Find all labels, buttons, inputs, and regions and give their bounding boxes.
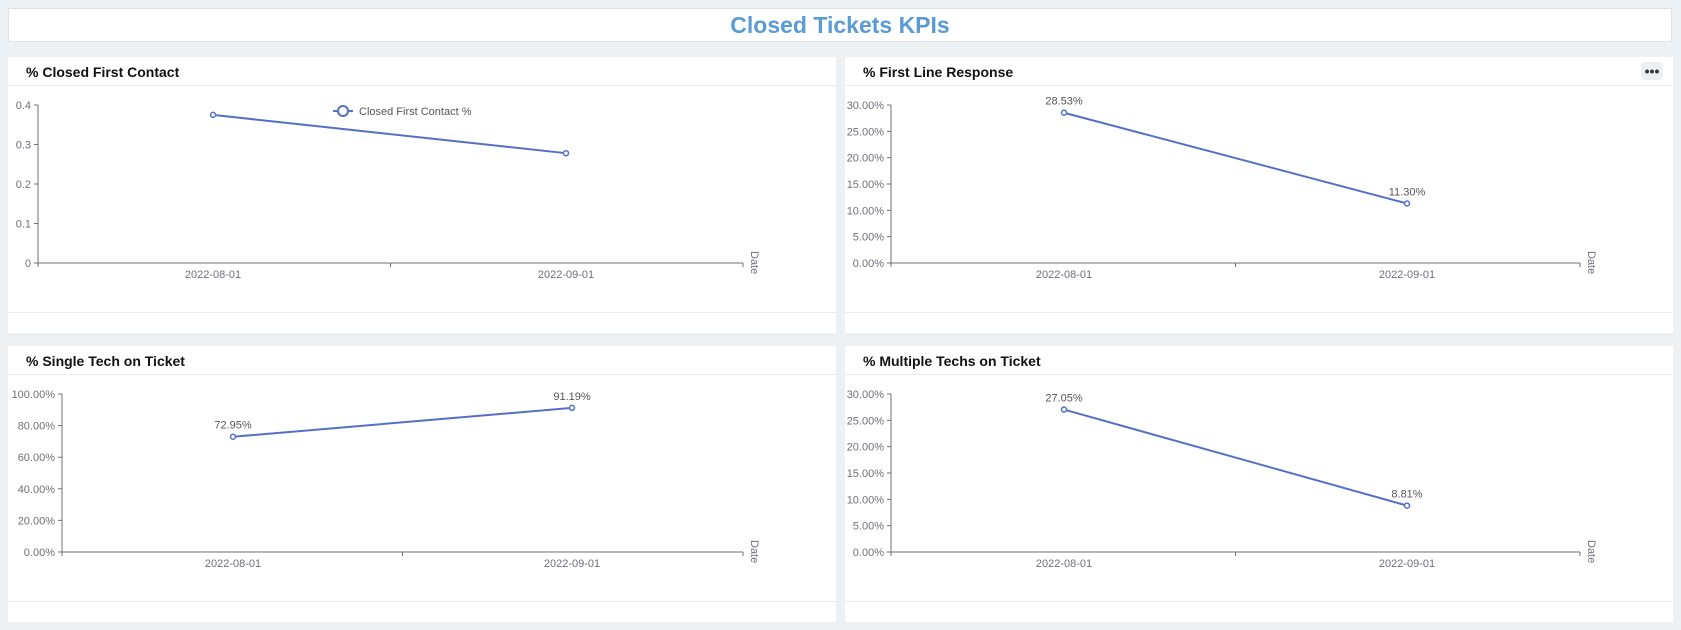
data-point [1060, 109, 1068, 116]
data-point [1403, 200, 1411, 207]
panel-header: % Closed First Contact [8, 57, 836, 86]
x-tick-label: 2022-08-01 [1036, 558, 1092, 570]
x-axis-label: Date [1585, 540, 1597, 563]
dashboard-header: Closed Tickets KPIs [8, 8, 1672, 42]
y-tick-label: 40.00% [18, 484, 56, 496]
y-tick-label: 0.00% [24, 547, 55, 559]
y-tick-label: 100.00% [12, 389, 56, 401]
y-tick-label: 20.00% [847, 442, 885, 454]
y-tick-label: 0.1 [16, 219, 31, 231]
data-point [209, 111, 217, 119]
legend-marker [337, 105, 349, 117]
y-tick-label: 10.00% [847, 494, 885, 506]
x-tick-label: 2022-09-01 [544, 558, 600, 570]
page-title: Closed Tickets KPIs [730, 11, 950, 38]
series-line [1063, 111, 1408, 205]
x-tick-label: 2022-09-01 [1379, 269, 1435, 281]
data-point [1403, 502, 1411, 509]
y-tick-label: 20.00% [18, 515, 56, 527]
x-axis-label: Date [748, 251, 760, 274]
panel-single-tech-on-ticket: % Single Tech on Ticket 0.00% 20.00% 40.00… [8, 346, 836, 622]
more-options-button[interactable]: ••• [1641, 62, 1663, 80]
data-point [229, 433, 237, 440]
panel-title: % Multiple Techs on Ticket [863, 353, 1041, 369]
panel-first-line-response: % First Line Response ••• 0.00% 5.00% 10.0… [845, 57, 1673, 333]
y-tick-label: 15.00% [847, 179, 885, 191]
panel-divider [845, 601, 1673, 602]
panel-divider [8, 601, 836, 602]
data-label: 8.81% [1391, 489, 1422, 501]
y-tick-label: 30.00% [847, 100, 885, 112]
data-point [1060, 406, 1068, 413]
x-axis-label: Date [1585, 251, 1597, 274]
y-tick-label: 0.3 [16, 140, 31, 152]
data-point [568, 404, 576, 412]
y-tick-label: 0.4 [16, 100, 31, 112]
chart-single-tech-on-ticket: 0.00% 20.00% 40.00% 60.00% 80.00% 100.00% 2022… [12, 389, 760, 570]
x-tick-label: 2022-09-01 [1379, 558, 1435, 570]
panel-header: % First Line Response ••• [845, 57, 1673, 86]
chart-multiple-techs-on-ticket: 0.00% 5.00% 10.00% 15.00% 20.00% 25.00% 30.00%… [847, 389, 1597, 570]
y-tick-label: 60.00% [18, 452, 56, 464]
panel-divider [845, 312, 1673, 313]
y-tick-label: 5.00% [853, 521, 884, 533]
y-tick-label: 10.00% [847, 205, 885, 217]
x-tick-label: 2022-09-01 [538, 269, 594, 281]
legend-label: Closed First Contact % [359, 106, 472, 118]
x-tick-label: 2022-08-01 [1036, 269, 1092, 281]
y-tick-label: 80.00% [18, 421, 56, 433]
data-label: 11.30% [1389, 186, 1426, 198]
panel-header: % Single Tech on Ticket [8, 346, 836, 375]
panel-title: % Single Tech on Ticket [26, 353, 185, 369]
panel-title: % First Line Response [863, 64, 1014, 80]
panel-multiple-techs-on-ticket: % Multiple Techs on Ticket 0.00% 5.00% 10.… [845, 346, 1673, 622]
y-tick-label: 25.00% [847, 415, 885, 427]
y-tick-label: 0.2 [16, 179, 31, 191]
series-line [232, 406, 573, 438]
x-tick-label: 2022-08-01 [205, 558, 261, 570]
y-tick-label: 0.00% [853, 258, 884, 270]
series-line [1063, 408, 1408, 507]
data-point [562, 149, 570, 157]
y-tick-label: 15.00% [847, 468, 885, 480]
panel-header: % Multiple Techs on Ticket [845, 346, 1673, 375]
y-tick-label: 0.00% [853, 547, 884, 559]
y-tick-label: 20.00% [847, 153, 885, 165]
series-line [212, 113, 567, 155]
panel-closed-first-contact: % Closed First Contact 0 0.1 0.2 0.3 0.4 2022… [8, 57, 836, 333]
x-tick-label: 2022-08-01 [185, 269, 241, 281]
chart-closed-first-contact: 0 0.1 0.2 0.3 0.4 2022-08-01 2022-09-01 Date Clo… [16, 100, 760, 281]
panel-title: % Closed First Contact [26, 64, 180, 80]
data-label: 28.53% [1045, 96, 1083, 108]
panel-divider [8, 312, 836, 313]
y-tick-label: 30.00% [847, 389, 885, 401]
data-label: 27.05% [1045, 393, 1083, 405]
y-tick-label: 25.00% [847, 126, 885, 138]
data-label: 91.19% [553, 391, 591, 403]
chart-first-line-response: 0.00% 5.00% 10.00% 15.00% 20.00% 25.00% 30.00%… [847, 96, 1597, 281]
y-tick-label: 5.00% [853, 232, 884, 244]
y-tick-label: 0 [25, 258, 31, 270]
data-label: 72.95% [214, 420, 252, 432]
x-axis-label: Date [748, 540, 760, 563]
